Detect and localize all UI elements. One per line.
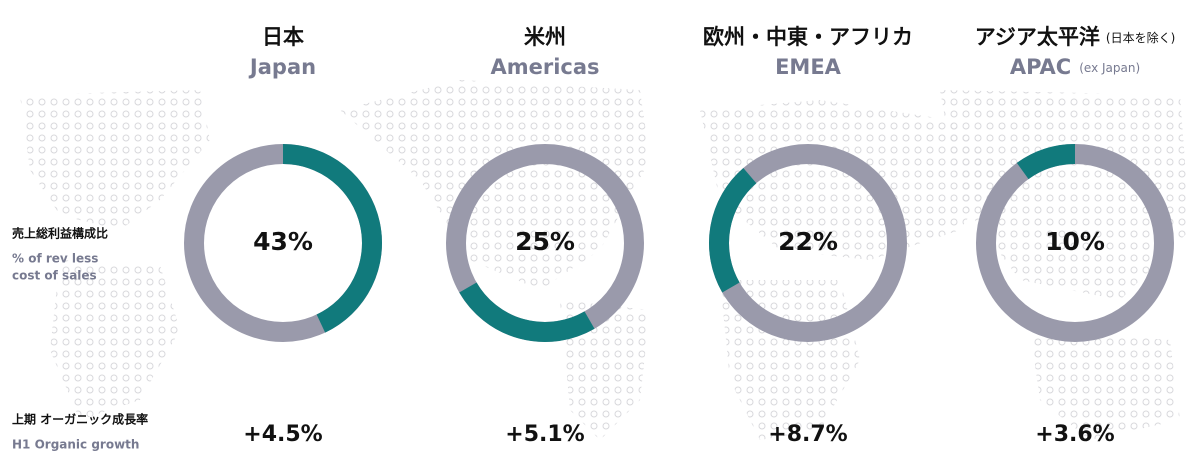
- donut-value-label: 43%: [253, 227, 313, 256]
- growth-label: +4.5%: [243, 422, 322, 447]
- donut: 22% 欧州・中東・アフリカ EMEA +8.7%: [703, 25, 913, 447]
- donut: 10% アジア太平洋 (日本を除く) APAC (ex Japan) +3.6%: [975, 25, 1176, 447]
- growth-label: +5.1%: [505, 422, 584, 447]
- charts: 43% 日本 Japan +4.5% 25% 米州 Americas +5.1% 22% 欧州・中…: [184, 25, 1176, 447]
- donut-value-label: 10%: [1045, 227, 1105, 256]
- row-label: cost of sales: [12, 269, 97, 283]
- row-label: 上期 オーガニック成長率: [12, 412, 148, 427]
- donut: 25% 米州 Americas +5.1%: [446, 25, 644, 447]
- region-title-text: 欧州・中東・アフリカ: [703, 25, 913, 49]
- region-title: 米州: [524, 25, 566, 49]
- growth-label: +8.7%: [768, 422, 847, 447]
- growth-label: +3.6%: [1035, 422, 1114, 447]
- region-title-note: (日本を除く): [1106, 30, 1175, 45]
- region-subtitle-text: APAC: [1010, 55, 1071, 79]
- region-subtitle-text: EMEA: [775, 55, 842, 79]
- region-subtitle-text: Americas: [490, 55, 599, 79]
- donut-segment: [709, 168, 757, 293]
- region-subtitle-note: (ex Japan): [1079, 61, 1140, 75]
- region-title-text: 日本: [262, 25, 304, 49]
- region-subtitle: EMEA: [775, 55, 842, 79]
- donut-segment: [459, 282, 595, 342]
- region-subtitle: Americas: [490, 55, 599, 79]
- row-label: 売上総利益構成比: [12, 226, 108, 241]
- donut-segment: [1016, 144, 1076, 180]
- region-title-text: 米州: [524, 25, 566, 49]
- donut-value-label: 22%: [778, 227, 838, 256]
- world-dot-map: [20, 80, 1190, 440]
- region-subtitle-text: Japan: [248, 55, 316, 79]
- region-title: 日本: [262, 25, 304, 49]
- region-title-text: アジア太平洋: [975, 25, 1100, 49]
- donut-value-label: 25%: [515, 227, 575, 256]
- donut-segment: [282, 144, 382, 333]
- row-label: % of rev less: [12, 252, 98, 266]
- region-subtitle: Japan: [248, 55, 316, 79]
- region-subtitle: APAC (ex Japan): [1010, 55, 1140, 79]
- region-title: 欧州・中東・アフリカ: [703, 25, 913, 49]
- region-title: アジア太平洋 (日本を除く): [975, 25, 1176, 49]
- donut: 43% 日本 Japan +4.5%: [184, 25, 382, 447]
- row-label: H1 Organic growth: [12, 438, 139, 452]
